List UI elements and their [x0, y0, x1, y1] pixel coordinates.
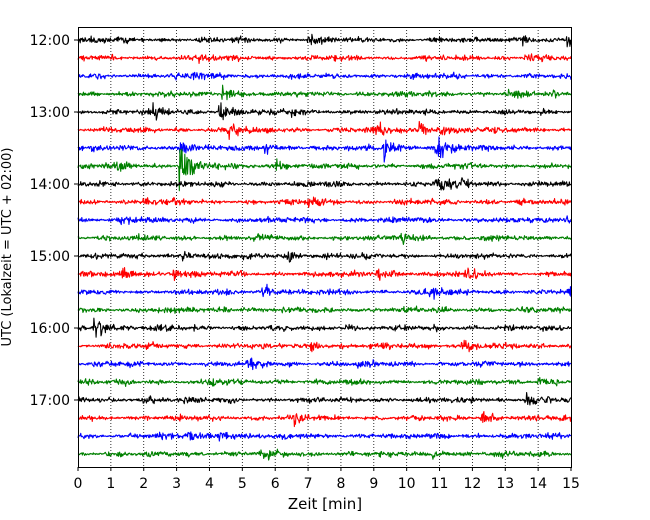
x-tick-label-2: 2: [139, 476, 148, 492]
x-tick-label-3: 3: [172, 476, 181, 492]
traces-layer: [77, 33, 572, 461]
x-tick-label-6: 6: [271, 476, 280, 492]
y-tick-label-14:00: 14:00: [30, 177, 70, 193]
x-axis: 0 1 2 3 4 5 6 7 8 9 10 11 12 13 14 15: [74, 467, 580, 492]
trace-1500: [77, 250, 572, 263]
trace-1530: [77, 283, 572, 300]
trace-1400: [77, 177, 572, 191]
x-tick-label-12: 12: [463, 476, 481, 492]
x-tick-label-11: 11: [431, 476, 449, 492]
trace-1345: [77, 148, 572, 192]
trace-1745: [77, 448, 572, 461]
y-tick-label-13:00: 13:00: [30, 105, 70, 121]
trace-1600: [77, 317, 572, 338]
x-tick-label-1: 1: [106, 476, 115, 492]
trace-1230: [77, 71, 572, 81]
plot-frame: [78, 27, 572, 468]
y-tick-label-16:00: 16:00: [30, 321, 70, 337]
x-tick-label-14: 14: [529, 476, 547, 492]
trace-1200: [77, 33, 572, 48]
trace-1715: [77, 410, 572, 428]
trace-1315: [77, 120, 572, 141]
trace-1515: [77, 266, 572, 282]
y-axis: 12:00 13:00 14:00 15:00 16:00 17:00: [30, 33, 78, 409]
trace-1215: [77, 53, 572, 64]
x-tick-label-15: 15: [562, 476, 580, 492]
y-tick-label-12:00: 12:00: [30, 33, 70, 49]
y-tick-label-17:00: 17:00: [30, 393, 70, 409]
trace-1730: [77, 431, 572, 442]
trace-1415: [77, 196, 572, 209]
x-tick-label-10: 10: [398, 476, 416, 492]
x-tick-label-9: 9: [369, 476, 378, 492]
trace-1445: [77, 232, 572, 246]
trace-1245: [77, 84, 572, 101]
grid-layer: [110, 27, 539, 467]
y-tick-label-15:00: 15:00: [30, 249, 70, 265]
trace-1330: [77, 136, 572, 163]
x-tick-label-0: 0: [74, 476, 83, 492]
trace-1430: [77, 215, 572, 226]
x-axis-label: Zeit [min]: [288, 495, 362, 513]
x-tick-label-13: 13: [496, 476, 514, 492]
x-tick-label-5: 5: [238, 476, 247, 492]
y-axis-label: UTC (Lokalzeit = UTC + 02:00): [0, 148, 15, 347]
x-tick-label-8: 8: [336, 476, 345, 492]
trace-1615: [77, 339, 572, 353]
trace-1700: [77, 392, 572, 406]
x-tick-label-4: 4: [205, 476, 214, 492]
trace-1645: [77, 376, 572, 387]
trace-1300: [77, 102, 572, 121]
trace-1545: [77, 305, 572, 314]
x-tick-label-7: 7: [304, 476, 313, 492]
trace-1630: [77, 357, 572, 371]
